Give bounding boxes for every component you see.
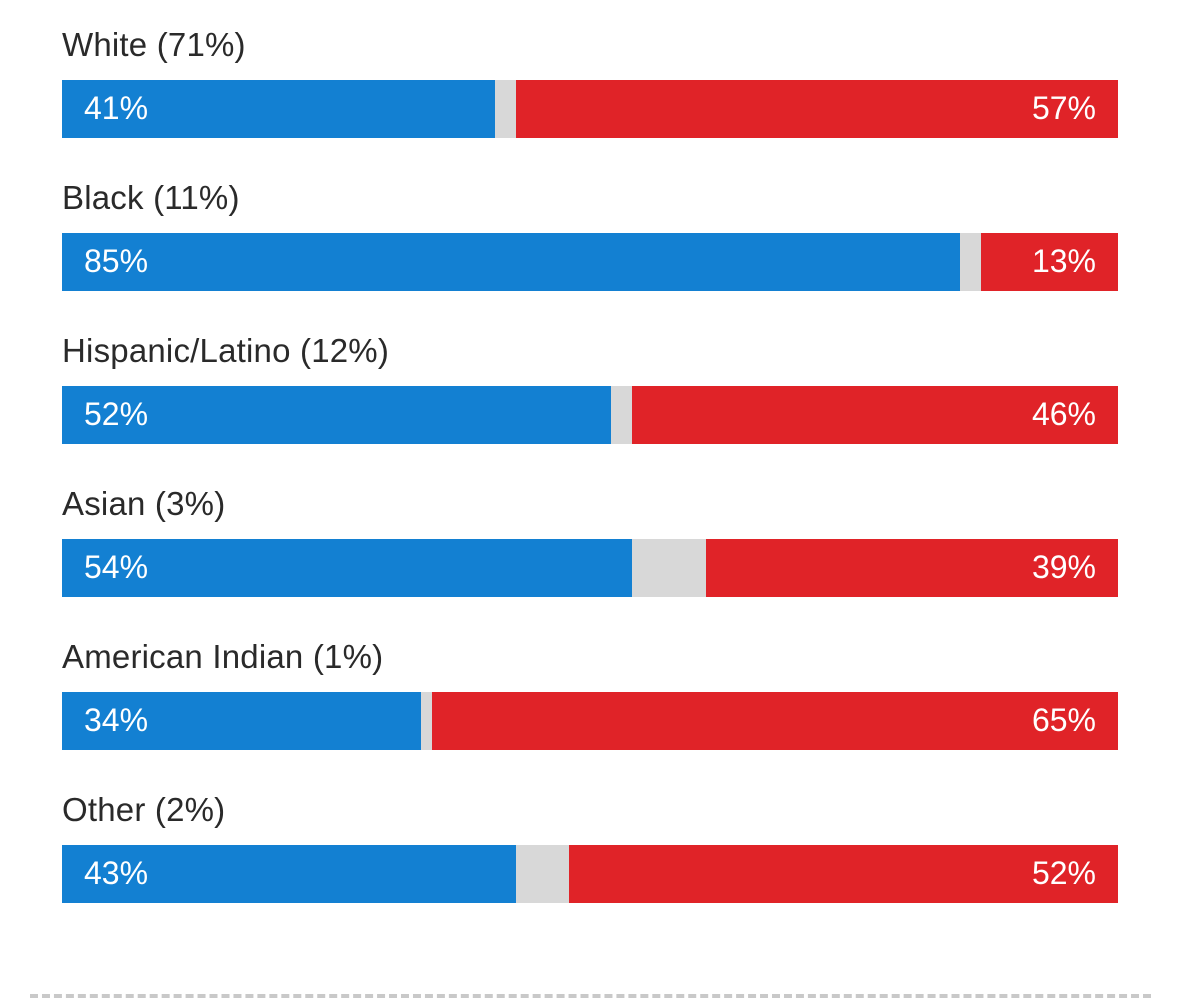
dashed-divider	[30, 994, 1151, 998]
chart-rows: White (71%) 41% 57% Black (11%) 85% 13% …	[62, 26, 1118, 903]
republican-value-label: 13%	[1031, 243, 1096, 280]
stacked-bar: 85% 13%	[62, 232, 1118, 291]
republican-bar-segment: 46%	[632, 385, 1118, 444]
stacked-bar: 52% 46%	[62, 385, 1118, 444]
democrat-value-label: 52%	[84, 396, 149, 433]
republican-bar-segment: 65%	[431, 691, 1118, 750]
democrat-value-label: 85%	[84, 243, 149, 280]
stacked-bar: 41% 57%	[62, 79, 1118, 138]
stacked-bar: 34% 65%	[62, 691, 1118, 750]
republican-value-label: 46%	[1031, 396, 1096, 433]
chart-row: American Indian (1%) 34% 65%	[62, 638, 1118, 750]
republican-value-label: 52%	[1031, 855, 1096, 892]
chart-row: Black (11%) 85% 13%	[62, 179, 1118, 291]
democrat-bar-segment: 34%	[62, 691, 422, 750]
republican-value-label: 57%	[1031, 90, 1096, 127]
category-label: Hispanic/Latino (12%)	[62, 331, 390, 369]
democrat-bar-segment: 52%	[62, 385, 612, 444]
republican-bar-segment: 57%	[516, 79, 1118, 138]
stacked-bar: 54% 39%	[62, 538, 1118, 597]
democrat-bar-segment: 85%	[62, 232, 960, 291]
category-label: White (71%)	[62, 26, 246, 63]
democrat-bar-segment: 41%	[62, 79, 495, 138]
republican-bar-segment: 13%	[980, 232, 1118, 291]
category-label: Other (2%)	[62, 790, 226, 828]
democrat-value-label: 34%	[84, 702, 149, 739]
republican-bar-segment: 52%	[568, 844, 1118, 903]
category-label: American Indian (1%)	[62, 637, 384, 675]
democrat-bar-segment: 43%	[62, 844, 517, 903]
chart-row: White (71%) 41% 57%	[62, 26, 1118, 138]
stacked-bar: 43% 52%	[62, 844, 1118, 903]
democrat-value-label: 41%	[84, 90, 149, 127]
democrat-value-label: 54%	[84, 549, 149, 586]
category-label: Asian (3%)	[62, 484, 226, 522]
chart-row: Other (2%) 43% 52%	[62, 791, 1118, 903]
republican-bar-segment: 39%	[706, 538, 1118, 597]
chart-row: Hispanic/Latino (12%) 52% 46%	[62, 332, 1118, 444]
republican-value-label: 39%	[1031, 549, 1096, 586]
democrat-bar-segment: 54%	[62, 538, 633, 597]
chart-row: Asian (3%) 54% 39%	[62, 485, 1118, 597]
democrat-value-label: 43%	[84, 855, 149, 892]
republican-value-label: 65%	[1031, 702, 1096, 739]
category-label: Black (11%)	[62, 178, 240, 216]
